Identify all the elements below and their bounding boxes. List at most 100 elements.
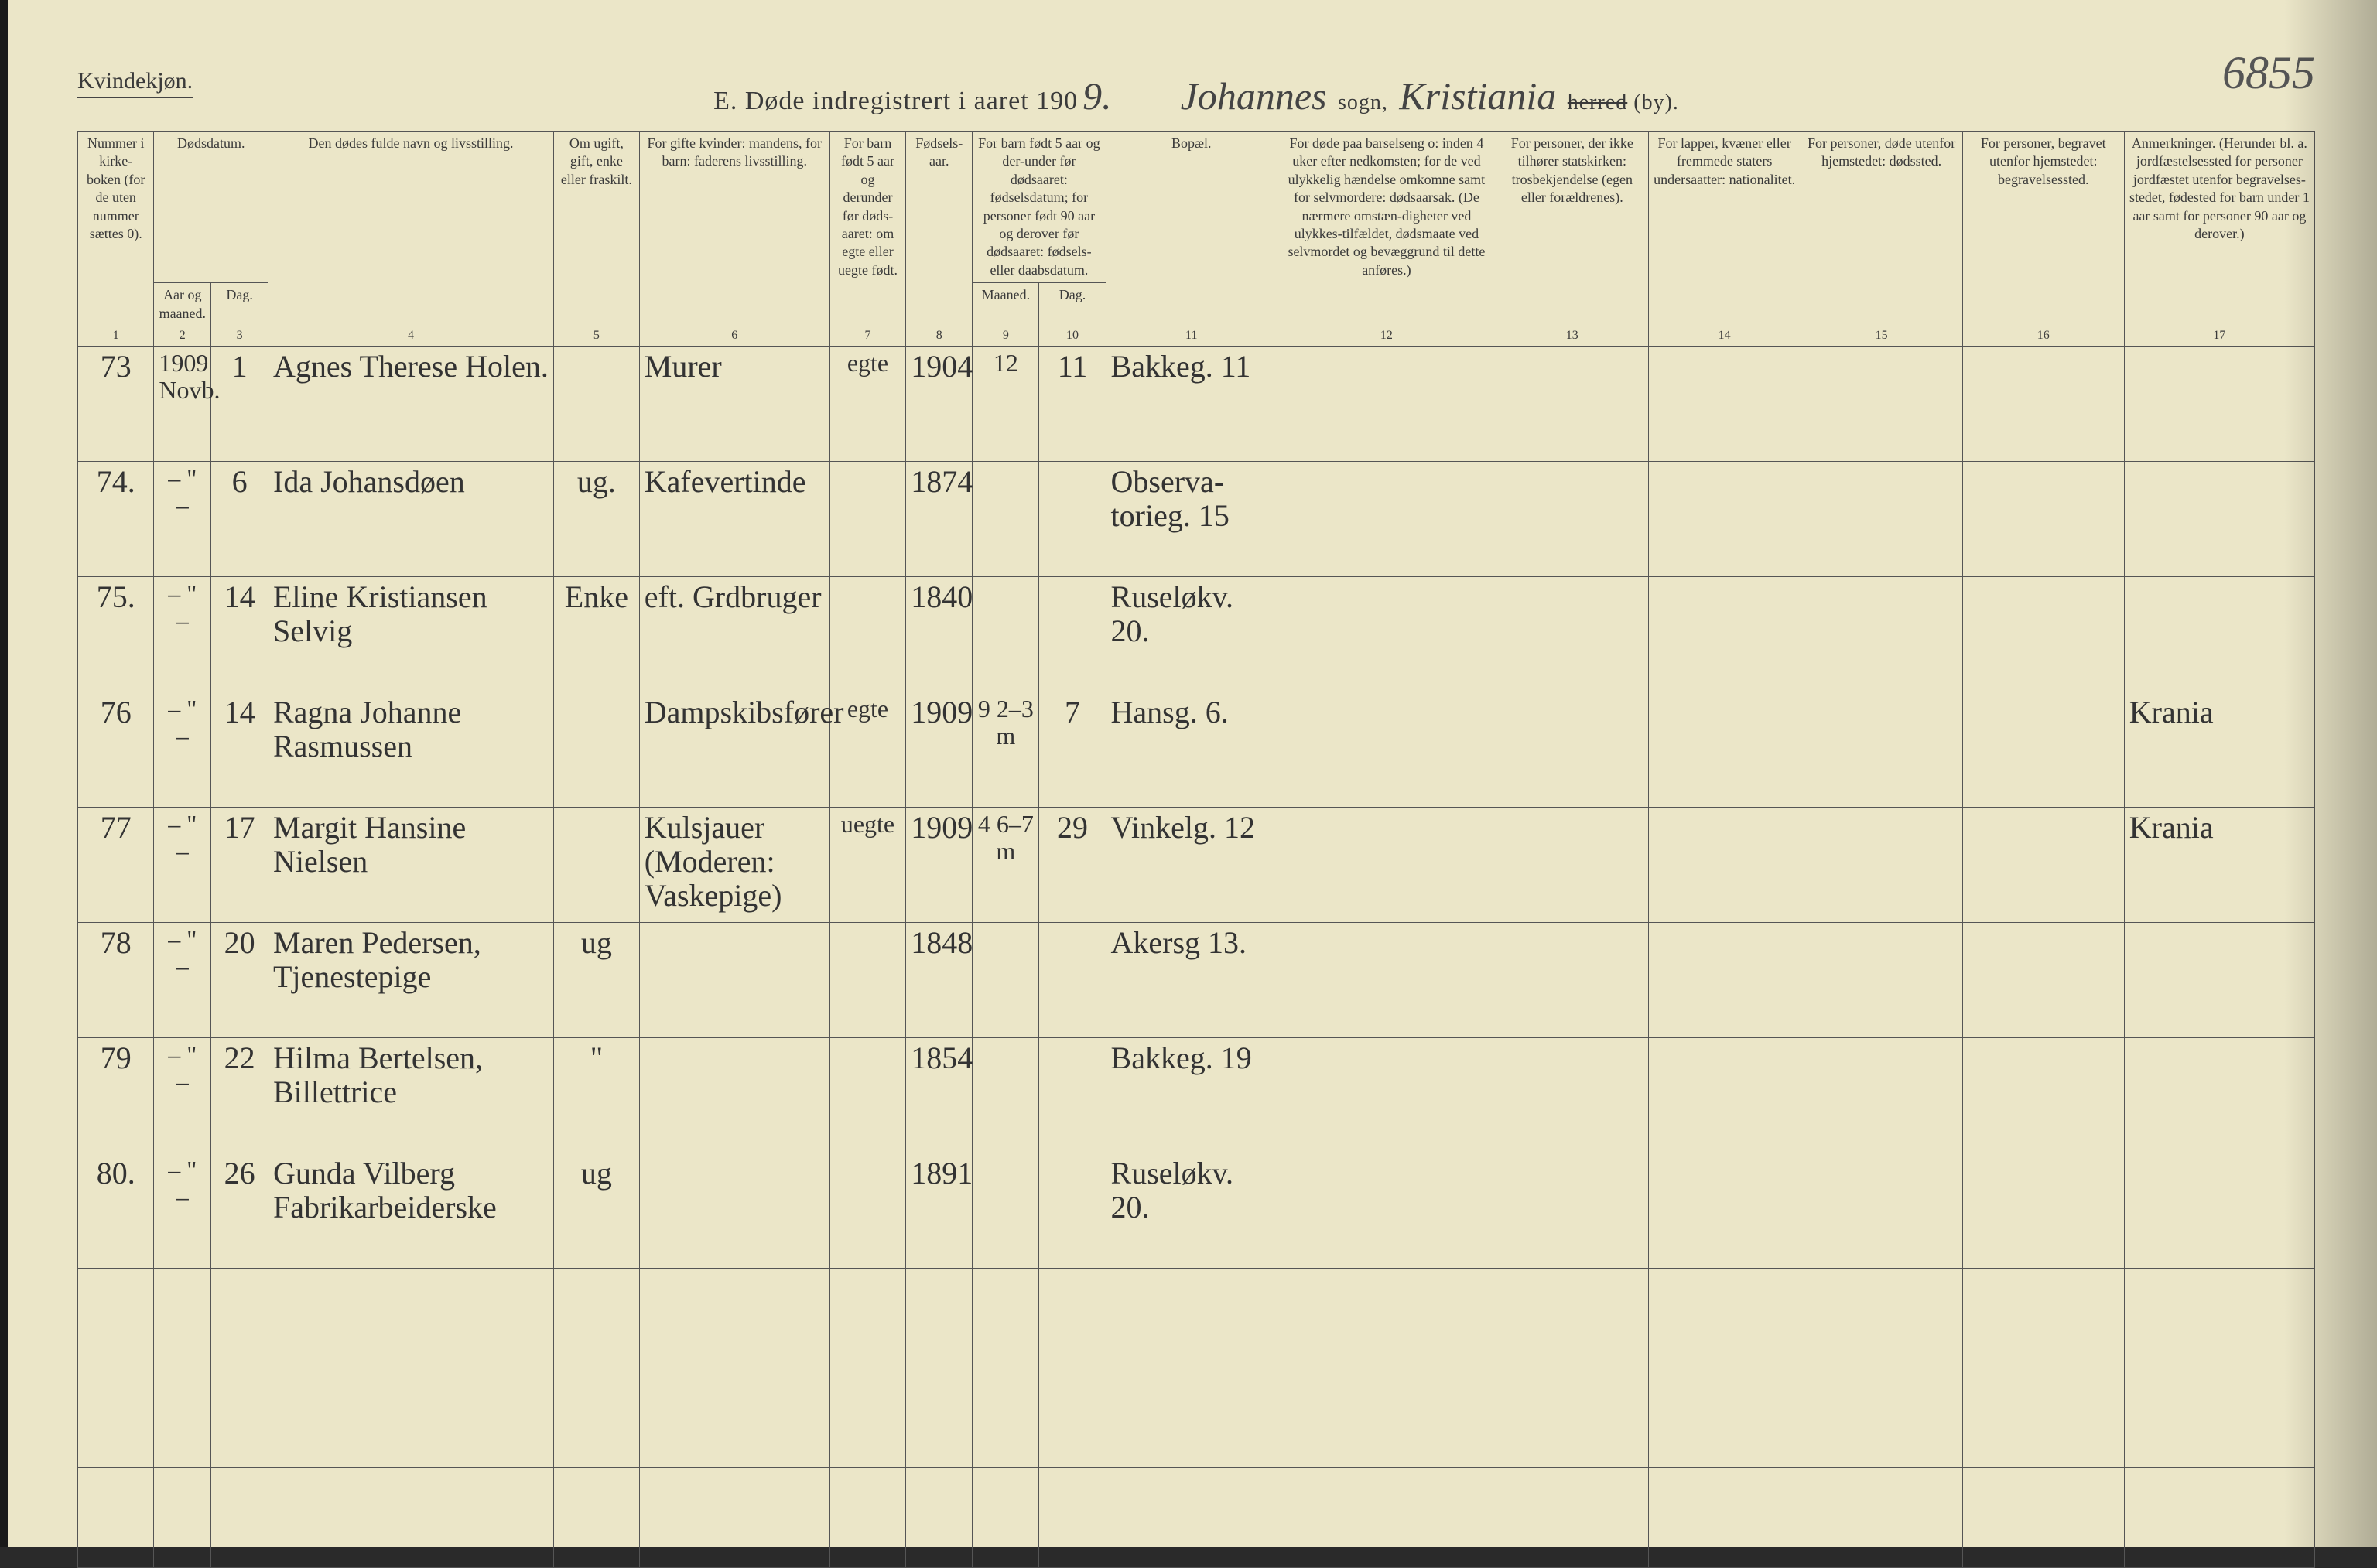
cell-num: 79: [78, 1037, 154, 1153]
cell-c13: [1496, 1153, 1648, 1268]
cell-b_month: 4 6–7 m: [973, 807, 1039, 922]
cell-c12: [1277, 576, 1496, 692]
cell-name: Ragna Johanne Rasmussen: [268, 692, 554, 807]
col-9-10-group: For barn født 5 aar og der-under før død…: [973, 132, 1106, 283]
cell-birth_year: 1840: [906, 576, 973, 692]
empty-cell: [1039, 1368, 1106, 1467]
cell-status: [554, 692, 640, 807]
colnum-4: 4: [268, 326, 554, 346]
cell-year_month: – " –: [154, 922, 211, 1037]
empty-cell: [1962, 1268, 2124, 1368]
cell-day: 20: [211, 922, 268, 1037]
cell-day: 26: [211, 1153, 268, 1268]
gender-heading: Kvindekjøn.: [77, 68, 193, 98]
colnum-10: 10: [1039, 326, 1106, 346]
table-row: 79– " –22Hilma Bertelsen, Billettrice"18…: [78, 1037, 2315, 1153]
empty-cell: [1496, 1368, 1648, 1467]
cell-name: Hilma Bertelsen, Billettrice: [268, 1037, 554, 1153]
cell-status: ": [554, 1037, 640, 1153]
cell-day: 6: [211, 461, 268, 576]
death-register-table: Nummer i kirke-boken (for de uten nummer…: [77, 131, 2315, 1568]
empty-cell: [1648, 1268, 1801, 1368]
cell-c14: [1648, 807, 1801, 922]
cell-c12: [1277, 1037, 1496, 1153]
cell-c12: [1277, 807, 1496, 922]
cell-c14: [1648, 1037, 1801, 1153]
empty-cell: [906, 1467, 973, 1567]
empty-cell: [554, 1268, 640, 1368]
col-3-header: Dag.: [211, 283, 268, 326]
cell-status: ug: [554, 922, 640, 1037]
table-header: Nummer i kirke-boken (for de uten nummer…: [78, 132, 2315, 347]
empty-cell: [1648, 1467, 1801, 1567]
page-title-line: E. Døde indregistrert i aaret 1909. Joha…: [77, 73, 2315, 118]
cell-num: 74.: [78, 461, 154, 576]
cell-name: Agnes Therese Holen.: [268, 346, 554, 461]
cell-year_month: – " –: [154, 807, 211, 922]
cell-c14: [1648, 461, 1801, 576]
cell-birth_year: 1909: [906, 807, 973, 922]
cell-legit: [829, 461, 905, 576]
table-row: 77– " –17Margit Hansine NielsenKulsjauer…: [78, 807, 2315, 922]
cell-residence: Bakkeg. 19: [1106, 1037, 1277, 1153]
table-body: 731909 Novb.1Agnes Therese Holen.Murereg…: [78, 346, 2315, 1567]
cell-c14: [1648, 1153, 1801, 1268]
empty-cell: [1496, 1268, 1648, 1368]
register-page: Kvindekjøn. 6855 E. Døde indregistrert i…: [0, 0, 2377, 1547]
col-16-header: For personer, begravet utenfor hjemstede…: [1962, 132, 2124, 326]
empty-cell: [906, 1368, 973, 1467]
cell-b_day: 29: [1039, 807, 1106, 922]
empty-cell: [973, 1368, 1039, 1467]
cell-status: [554, 346, 640, 461]
empty-cell: [1106, 1268, 1277, 1368]
cell-occupation: Dampskibsfører: [639, 692, 829, 807]
cell-b_month: 9 2–3 m: [973, 692, 1039, 807]
col-10-header: Dag.: [1039, 283, 1106, 326]
cell-name: Gunda Vilberg Fabrikarbeiderske: [268, 1153, 554, 1268]
cell-birth_year: 1909: [906, 692, 973, 807]
cell-name: Margit Hansine Nielsen: [268, 807, 554, 922]
col-2-header: Aar og maaned.: [154, 283, 211, 326]
cell-c16: [1962, 692, 2124, 807]
cell-year_month: – " –: [154, 1153, 211, 1268]
cell-residence: Hansg. 6.: [1106, 692, 1277, 807]
cell-legit: uegte: [829, 807, 905, 922]
cell-occupation: Murer: [639, 346, 829, 461]
col-4-header: Den dødes fulde navn og livsstilling.: [268, 132, 554, 326]
herred-name-handwritten: Kristiania: [1394, 74, 1561, 118]
table-row: 75.– " –14Eline Kristiansen SelvigEnkeef…: [78, 576, 2315, 692]
cell-birth_year: 1891: [906, 1153, 973, 1268]
empty-cell: [1106, 1467, 1277, 1567]
col-11-header: Bopæl.: [1106, 132, 1277, 326]
colnum-14: 14: [1648, 326, 1801, 346]
col-12-header: For døde paa barselseng o: inden 4 uker …: [1277, 132, 1496, 326]
colnum-13: 13: [1496, 326, 1648, 346]
empty-cell: [154, 1368, 211, 1467]
cell-birth_year: 1854: [906, 1037, 973, 1153]
cell-num: 76: [78, 692, 154, 807]
col-17-header: Anmerkninger. (Herunder bl. a. jordfæste…: [2124, 132, 2314, 326]
cell-b_day: [1039, 1153, 1106, 1268]
cell-b_day: [1039, 461, 1106, 576]
cell-remarks: Krania: [2124, 692, 2314, 807]
empty-cell: [268, 1368, 554, 1467]
sogn-name-handwritten: Johannes: [1176, 74, 1332, 118]
cell-c16: [1962, 1037, 2124, 1153]
page-number-handwritten: 6855: [2222, 46, 2315, 100]
cell-occupation: eft. Grdbruger: [639, 576, 829, 692]
herred-by-label: herred (by).: [1568, 91, 1679, 114]
cell-year_month: – " –: [154, 692, 211, 807]
cell-num: 75.: [78, 576, 154, 692]
colnum-7: 7: [829, 326, 905, 346]
cell-b_month: 12: [973, 346, 1039, 461]
col-5-header: Om ugift, gift, enke eller fraskilt.: [554, 132, 640, 326]
empty-cell: [211, 1467, 268, 1567]
cell-legit: [829, 1037, 905, 1153]
cell-occupation: [639, 1153, 829, 1268]
cell-c16: [1962, 576, 2124, 692]
colnum-9: 9: [973, 326, 1039, 346]
cell-c16: [1962, 346, 2124, 461]
col-9-header: Maaned.: [973, 283, 1039, 326]
cell-year_month: 1909 Novb.: [154, 346, 211, 461]
empty-cell: [78, 1268, 154, 1368]
